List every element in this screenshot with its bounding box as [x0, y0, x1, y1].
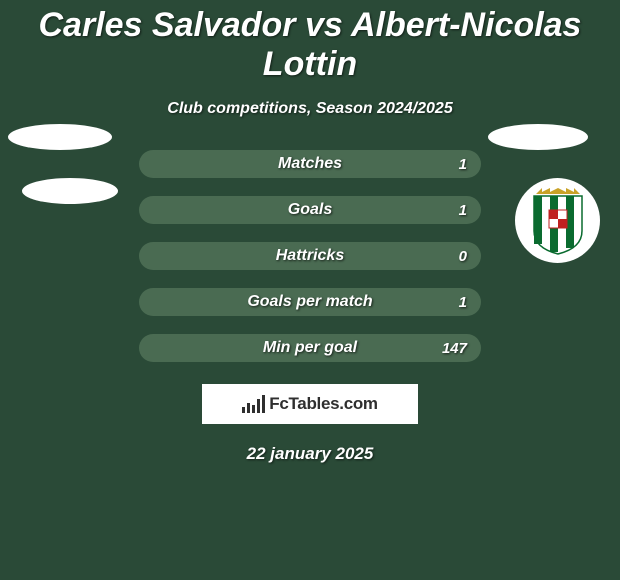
stat-value-right: 147: [442, 340, 467, 357]
chart-icon: [242, 395, 265, 413]
club-badge: [515, 178, 600, 263]
stat-value-right: 1: [459, 202, 467, 219]
player-photo-right-1: [488, 124, 588, 150]
stat-label: Goals: [288, 201, 332, 219]
page-title: Carles Salvador vs Albert-Nicolas Lottin: [0, 0, 620, 84]
player-photo-left-1: [8, 124, 112, 150]
club-crest-icon: [528, 186, 588, 256]
stat-label: Goals per match: [247, 293, 372, 311]
stat-row-matches: Matches 1: [139, 150, 481, 178]
stat-value-right: 1: [459, 156, 467, 173]
brand-text: FcTables.com: [269, 394, 378, 414]
stat-row-min-per-goal: Min per goal 147: [139, 334, 481, 362]
stat-label: Min per goal: [263, 339, 357, 357]
stat-row-goals: Goals 1: [139, 196, 481, 224]
stat-row-goals-per-match: Goals per match 1: [139, 288, 481, 316]
brand-logo: FcTables.com: [202, 384, 418, 424]
subtitle: Club competitions, Season 2024/2025: [0, 100, 620, 118]
stat-value-right: 1: [459, 294, 467, 311]
stat-value-right: 0: [459, 248, 467, 265]
stat-label: Hattricks: [276, 247, 344, 265]
date-label: 22 january 2025: [0, 444, 620, 464]
stat-label: Matches: [278, 155, 342, 173]
player-photo-left-2: [22, 178, 118, 204]
stat-row-hattricks: Hattricks 0: [139, 242, 481, 270]
